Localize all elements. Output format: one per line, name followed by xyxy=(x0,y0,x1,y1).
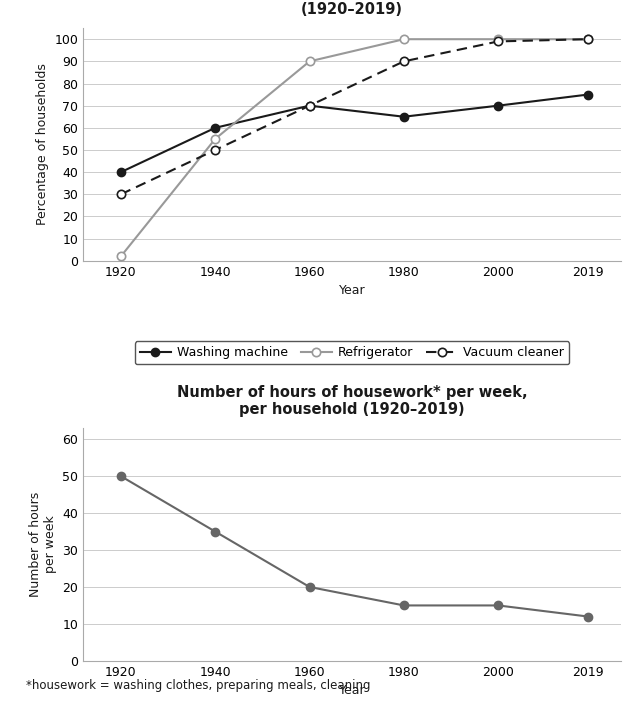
X-axis label: Year: Year xyxy=(339,284,365,297)
Title: Percentage of households with electrical appliances
(1920–2019): Percentage of households with electrical… xyxy=(136,0,568,18)
Title: Number of hours of housework* per week,
per household (1920–2019): Number of hours of housework* per week, … xyxy=(177,385,527,418)
Text: *housework = washing clothes, preparing meals, cleaning: *housework = washing clothes, preparing … xyxy=(26,680,370,692)
Y-axis label: Number of hours
per week: Number of hours per week xyxy=(29,492,57,597)
X-axis label: Year: Year xyxy=(339,684,365,697)
Y-axis label: Percentage of households: Percentage of households xyxy=(36,63,49,226)
Legend: Washing machine, Refrigerator, Vacuum cleaner: Washing machine, Refrigerator, Vacuum cl… xyxy=(134,342,570,364)
